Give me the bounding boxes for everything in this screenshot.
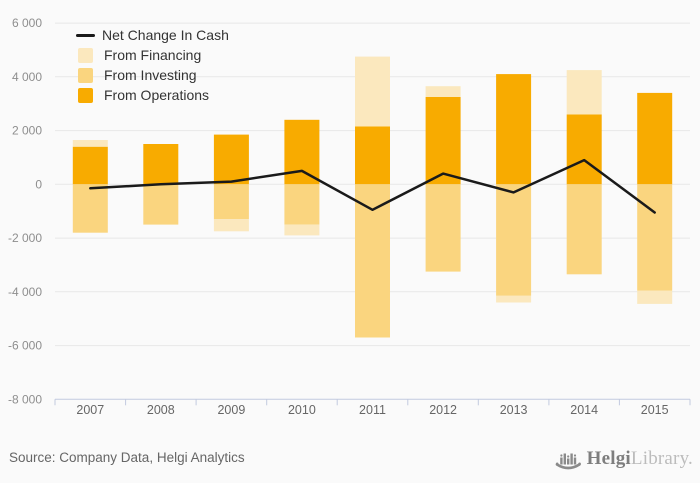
bar-segment-from-investing-2007 — [72, 184, 108, 233]
bar-chart-ship-icon — [555, 453, 581, 470]
bar-segment-from-financing-2013 — [496, 295, 532, 303]
bar-segment-from-investing-2013 — [496, 184, 532, 296]
bar-segment-from-operations-2007 — [72, 146, 108, 185]
logo-text: HelgiLibrary. — [587, 448, 693, 470]
x-axis-labels: 2007 2008 2009 2010 2011 2012 2013 2014 2015 — [76, 403, 668, 417]
y-axis-label: 0 — [35, 177, 42, 191]
bar-segment-from-operations-2010 — [284, 119, 320, 185]
x-axis-label: 2011 — [359, 403, 386, 417]
bar-segment-from-financing-2015 — [637, 290, 673, 304]
y-axis-label: 2 000 — [12, 124, 42, 138]
x-axis-label: 2007 — [76, 403, 104, 417]
logo-text-helgi: Helgi — [586, 448, 631, 469]
bar-segment-from-investing-2008 — [143, 184, 179, 225]
helgi-library-logo[interactable]: HelgiLibrary. — [555, 445, 693, 473]
y-axis-label: -8 000 — [8, 392, 42, 406]
legend-item-from-operations[interactable]: From Operations — [76, 85, 229, 105]
legend-label: From Financing — [104, 47, 202, 63]
y-axis-label: 4 000 — [12, 70, 42, 84]
legend-label: From Operations — [104, 87, 210, 103]
bar-segment-from-financing-2011 — [355, 56, 390, 127]
financing-swatch-icon — [78, 47, 93, 63]
line-swatch-icon — [76, 33, 95, 37]
x-axis-label: 2008 — [147, 403, 175, 417]
bar-segment-from-investing-2010 — [284, 184, 320, 225]
bar-segment-from-financing-2007 — [72, 140, 108, 147]
bar-segment-from-financing-2010 — [284, 224, 320, 236]
logo-text-library: Library. — [630, 448, 693, 469]
y-axis-label: -2 000 — [8, 231, 42, 245]
bar-series — [72, 56, 673, 338]
legend: Net Change In Cash From Financing From I… — [76, 25, 229, 105]
y-axis-label: 6 000 — [12, 16, 42, 30]
bar-segment-from-investing-2014 — [566, 184, 602, 275]
legend-item-net-change-in-cash[interactable]: Net Change In Cash — [76, 25, 229, 45]
bar-segment-from-investing-2011 — [355, 184, 390, 338]
bar-segment-from-financing-2009 — [213, 219, 249, 232]
y-axis-labels: 6 000 4 000 2 000 0 -2 000 -4 000 -6 000 -8 000 — [8, 16, 42, 406]
x-axis-label: 2009 — [217, 403, 245, 417]
chart-canvas: 6 000 4 000 2 000 0 -2 000 -4 000 -6 000 -8 000… — [8, 16, 691, 417]
bar-segment-from-financing-2014 — [566, 70, 602, 115]
bar-segment-from-investing-2015 — [637, 184, 673, 291]
bar-segment-from-financing-2012 — [425, 86, 461, 97]
bar-segment-from-operations-2011 — [355, 126, 390, 185]
bar-segment-from-operations-2013 — [496, 74, 532, 185]
x-axis-label: 2010 — [288, 403, 316, 417]
legend-label: From Investing — [104, 67, 197, 83]
operations-swatch-icon — [78, 87, 93, 103]
x-axis — [54, 398, 691, 406]
y-axis-label: -6 000 — [8, 339, 42, 353]
bar-segment-from-operations-2009 — [213, 134, 249, 185]
investing-swatch-icon — [78, 67, 93, 83]
bar-segment-from-operations-2012 — [425, 97, 461, 185]
chart-area: 6 000 4 000 2 000 0 -2 000 -4 000 -6 000 -8 000… — [8, 16, 691, 417]
bar-segment-from-investing-2012 — [425, 184, 461, 272]
legend-item-from-financing[interactable]: From Financing — [76, 45, 229, 65]
legend-item-from-investing[interactable]: From Investing — [76, 65, 229, 85]
x-axis-label: 2014 — [570, 403, 598, 417]
bar-segment-from-operations-2015 — [637, 92, 673, 185]
bar-segment-from-investing-2009 — [213, 184, 249, 220]
legend-label: Net Change In Cash — [102, 27, 229, 43]
x-axis-label: 2015 — [641, 403, 669, 417]
net-change-line — [89, 158, 656, 214]
x-axis-label: 2012 — [429, 403, 457, 417]
y-axis-label: -4 000 — [8, 285, 42, 299]
bar-segment-from-operations-2008 — [143, 144, 179, 185]
source-note: Source: Company Data, Helgi Analytics — [9, 450, 245, 465]
x-axis-label: 2013 — [500, 403, 528, 417]
bar-segment-from-operations-2014 — [566, 114, 602, 185]
